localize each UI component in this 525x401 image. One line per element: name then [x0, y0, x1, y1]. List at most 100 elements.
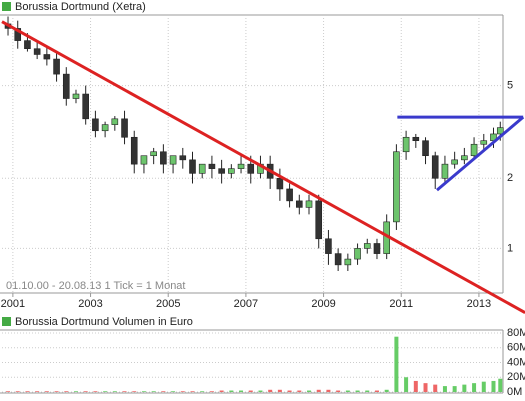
volume-bar [190, 391, 195, 392]
candle-body [150, 151, 157, 157]
candle-body [82, 93, 89, 120]
candle-body [160, 151, 167, 165]
candle-body [198, 163, 206, 174]
volume-bar [219, 390, 224, 392]
volume-bar [394, 336, 399, 392]
candle-body [179, 155, 187, 161]
volume-bar [498, 378, 503, 392]
candle-body [344, 258, 352, 266]
candle-body [276, 177, 284, 190]
volume-bar [209, 391, 214, 392]
y-tick-label: 80M [507, 327, 525, 339]
title-marker [2, 2, 11, 11]
candle-body [140, 155, 148, 165]
volume-bar [268, 389, 273, 392]
volume-bar [151, 391, 156, 392]
y-tick-label: 60M [507, 342, 525, 354]
volume-bar [239, 390, 244, 392]
volume-bar [413, 380, 418, 392]
candle-body [208, 163, 216, 169]
volume-bar [248, 390, 253, 392]
x-tick-label: 2009 [311, 298, 335, 310]
volume-bar [64, 391, 69, 392]
candle-body [24, 40, 31, 50]
volume-bar [229, 390, 234, 392]
volume-bar [336, 390, 341, 392]
range-note: 01.10.00 - 20.08.13 1 Tick = 1 Monat [6, 280, 185, 292]
trend-line [1, 20, 525, 314]
volume-bar [365, 390, 370, 392]
candle-body [43, 54, 51, 60]
volume-bar [297, 390, 302, 392]
volume-bar [132, 391, 137, 392]
candle-body [441, 163, 449, 179]
candle-body [228, 168, 235, 174]
trend-line [436, 116, 525, 192]
y-tick-label: 20M [507, 371, 525, 383]
volume-bar [112, 391, 117, 392]
volume-bar [442, 386, 447, 392]
y-tick-label: 2 [507, 172, 513, 184]
volume-bar [472, 383, 477, 392]
candle-body [354, 248, 361, 260]
candle-body [14, 28, 22, 41]
chart-title: Borussia Dortmund (Xetra) [15, 1, 146, 13]
volume-bar [258, 390, 263, 392]
x-tick-label: 2013 [467, 298, 491, 310]
volume-bar [54, 391, 59, 392]
candle-body [218, 168, 225, 174]
candle-body [111, 118, 119, 125]
volume-bar [180, 391, 185, 392]
volume-bar [83, 391, 88, 392]
candle-body [33, 48, 41, 55]
candle-body [53, 58, 60, 75]
y-tick-label: 40M [507, 356, 525, 368]
candle-body [422, 140, 429, 157]
x-tick-label: 2001 [1, 298, 25, 310]
volume-bar [423, 383, 428, 392]
volume-bar [161, 391, 166, 392]
x-tick-label: 2005 [156, 298, 180, 310]
volume-bar [25, 391, 30, 392]
volume-bar [345, 390, 350, 392]
candle-body [470, 143, 478, 157]
candle-body [189, 159, 196, 174]
candle-body [325, 238, 332, 254]
candle-body [169, 155, 177, 165]
volume-bar [491, 380, 496, 392]
candle-body [496, 127, 504, 135]
x-tick-label: 2007 [234, 298, 258, 310]
volume-bar [122, 391, 127, 392]
y-tick-label: 1 [507, 242, 513, 254]
candle-body [451, 159, 458, 165]
candle-body [62, 73, 70, 99]
volume-bar [433, 384, 438, 392]
volume-bar [384, 389, 389, 392]
candle-body [247, 163, 255, 174]
candle-body [363, 243, 371, 249]
volume-bar [316, 389, 321, 392]
candle-body [480, 140, 488, 145]
volume-bar [103, 391, 108, 392]
candle-body [412, 136, 420, 142]
volume-bar [404, 377, 409, 392]
candle-body [334, 253, 342, 266]
candle-body [101, 124, 109, 132]
volume-bar [374, 390, 379, 392]
candle-body [305, 200, 313, 208]
title-marker [2, 317, 11, 326]
x-tick-label: 2003 [78, 298, 102, 310]
volume-bar [6, 391, 11, 392]
volume-bar [277, 389, 282, 392]
volume-bar [141, 391, 146, 392]
candle-body [461, 155, 468, 161]
volume-bar [15, 391, 20, 392]
candle-body [431, 155, 439, 179]
volume-bar [35, 391, 40, 392]
y-tick-label: 5 [507, 80, 513, 92]
candle-body [393, 151, 400, 223]
volume-bar [452, 386, 457, 392]
volume-bar [462, 384, 467, 392]
candle-body [130, 136, 138, 165]
